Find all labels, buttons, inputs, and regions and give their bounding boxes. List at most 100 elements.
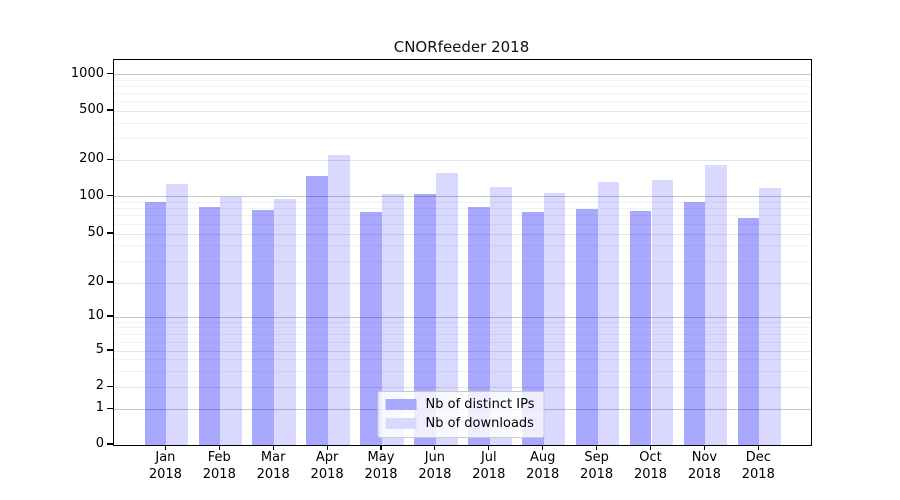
x-tick-label-oct: Oct 2018 [623,450,679,483]
x-tick-year: 2018 [580,466,614,482]
x-tick-month: Oct [639,450,662,465]
y-gridline-major [114,74,811,75]
x-tick-label-aug: Aug 2018 [515,450,571,483]
y-gridline-minor [114,137,811,139]
x-tick-label-sep: Sep 2018 [569,450,625,483]
x-tick-month: Jul [480,450,497,465]
y-gridline-major [114,233,811,235]
x-tick-month: Dec [745,450,771,465]
x-tick-year: 2018 [202,466,236,482]
y-tick-label: 200 [79,151,104,167]
x-tick-mark [434,444,436,450]
y-gridline-minor [114,321,811,323]
x-tick-mark [488,444,490,450]
legend-swatch-downloads [385,418,417,429]
bar-oct-downloads [651,180,674,445]
y-gridline-minor [114,327,811,329]
y-tick-label: 100 [79,187,104,203]
y-gridline-minor [114,122,811,124]
x-tick-month: Aug [529,450,556,465]
x-tick-mark [164,444,166,450]
x-tick-label-mar: Mar 2018 [245,450,301,483]
x-tick-month: Jan [155,450,176,465]
y-tick-mark [107,385,113,387]
bar-sep-distinct-ips [575,208,598,445]
legend-row-distinct-ips: Nb of distinct IPs [385,396,534,413]
bar-may-distinct-ips [360,212,382,445]
x-tick-mark [703,444,705,450]
x-tick-year: 2018 [418,466,452,482]
y-gridline-minor [114,341,811,343]
x-tick-label-may: May 2018 [353,450,409,483]
x-tick-month: Nov [691,450,718,465]
x-tick-year: 2018 [741,466,775,482]
y-gridline-minor [114,359,811,361]
x-tick-year: 2018 [256,466,290,482]
y-tick-mark [107,158,113,160]
y-gridline-minor [114,245,811,247]
bar-feb-distinct-ips [198,206,221,445]
bar-apr-distinct-ips [306,176,329,445]
bar-sep-downloads [597,181,620,445]
y-gridline-minor [114,223,811,225]
x-tick-mark [272,444,274,450]
y-tick-mark [107,407,113,409]
y-tick-label: 500 [79,102,104,117]
bar-mar-distinct-ips [252,210,275,445]
x-tick-mark [542,444,544,450]
bar-aug-downloads [543,192,566,445]
x-tick-label-jan: Jan 2018 [137,450,193,483]
bar-jul-distinct-ips [468,206,490,445]
x-tick-label-apr: Apr 2018 [299,450,355,483]
bar-mar-downloads [274,199,296,445]
y-tick-label: 1000 [70,65,104,81]
y-gridline-major [114,386,811,388]
y-gridline-major [114,110,811,112]
x-tick-mark [649,444,652,450]
y-tick-label: 10 [87,308,104,323]
x-tick-label-jun: Jun 2018 [407,450,463,483]
bar-aug-distinct-ips [521,212,544,445]
y-tick-mark [107,443,113,445]
y-gridline-minor [114,208,811,210]
y-gridline-major [114,159,811,161]
bar-apr-downloads [328,155,350,445]
bar-jan-downloads [166,183,189,445]
x-tick-month: Mar [260,450,286,465]
y-gridline-minor [114,79,811,81]
plot-area [113,59,812,446]
y-tick-label: 0 [95,436,104,451]
x-tick-year: 2018 [310,466,344,482]
y-gridline-minor [114,370,811,372]
x-tick-year: 2018 [148,466,182,482]
bar-jul-downloads [489,186,512,445]
x-tick-mark [380,444,382,450]
x-tick-year: 2018 [633,466,668,482]
y-tick-label: 5 [95,342,104,357]
y-tick-mark [107,72,113,75]
bar-nov-downloads [705,164,728,445]
x-tick-label-feb: Feb 2018 [191,450,247,483]
y-tick-mark [107,109,113,111]
y-gridline-major [114,316,811,318]
x-tick-label-jul: Jul 2018 [461,450,517,483]
legend-swatch-distinct-ips [385,399,417,410]
y-gridline-minor [114,260,811,262]
x-tick-mark [326,444,328,450]
y-tick-label: 1 [95,400,104,416]
y-gridline-minor [114,92,811,94]
x-tick-month: Jun [424,450,446,465]
y-gridline-major [114,350,811,352]
x-tick-month: Sep [584,450,609,465]
bar-feb-downloads [220,196,243,445]
bar-dec-downloads [759,188,782,445]
y-gridline-minor [114,85,811,87]
bar-dec-distinct-ips [737,218,760,445]
x-tick-mark [218,444,220,450]
legend: Nb of distinct IPs Nb of downloads [377,391,545,438]
y-tick-label: 2 [95,378,104,394]
y-gridline-major [114,282,811,284]
y-tick-label: 20 [87,274,104,289]
chart-title: CNORfeeder 2018 [393,38,530,56]
